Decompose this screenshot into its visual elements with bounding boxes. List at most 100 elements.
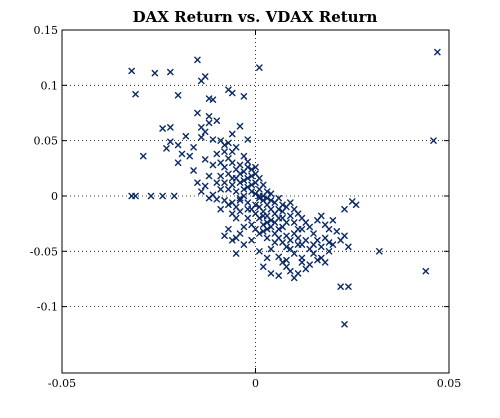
data-point xyxy=(167,68,174,76)
data-point xyxy=(139,152,147,160)
data-point xyxy=(147,192,155,200)
data-point xyxy=(228,236,236,244)
data-point xyxy=(198,134,205,141)
data-point xyxy=(290,250,298,257)
data-point xyxy=(236,194,244,202)
data-point xyxy=(232,214,240,222)
data-point xyxy=(279,214,286,222)
data-point xyxy=(263,254,271,262)
axes: -0.05 0 0.05 0.15 0.1 0.05 0 -0.05 -0.1 xyxy=(30,24,461,390)
data-point xyxy=(209,161,217,169)
data-point xyxy=(240,241,248,248)
data-point xyxy=(225,201,232,209)
data-point xyxy=(341,232,348,240)
data-point xyxy=(201,182,209,190)
data-point xyxy=(232,143,240,151)
data-point xyxy=(434,48,441,56)
data-point xyxy=(256,214,263,222)
data-point xyxy=(345,243,352,251)
data-point xyxy=(182,132,190,140)
data-point xyxy=(221,148,228,156)
data-point xyxy=(225,139,232,147)
data-point xyxy=(209,96,217,104)
data-point xyxy=(317,243,325,251)
data-point xyxy=(232,166,240,173)
y-tick-label: -0.05 xyxy=(30,245,58,258)
data-point xyxy=(240,152,248,160)
data-point xyxy=(213,195,221,203)
data-point xyxy=(128,67,135,75)
data-point xyxy=(267,217,275,224)
data-point xyxy=(341,321,348,328)
data-points xyxy=(128,48,441,328)
data-point xyxy=(314,256,321,264)
data-point xyxy=(240,186,248,193)
data-point xyxy=(275,194,283,202)
data-point xyxy=(248,236,255,244)
data-point xyxy=(205,172,213,180)
data-point xyxy=(325,225,333,233)
data-point xyxy=(228,89,236,97)
data-point xyxy=(290,219,298,226)
data-point xyxy=(256,186,263,193)
data-point xyxy=(221,141,228,149)
data-point xyxy=(217,172,224,180)
x-tick-label: 0 xyxy=(252,377,259,390)
data-point xyxy=(236,179,244,186)
data-point xyxy=(174,159,182,167)
data-point xyxy=(248,181,255,189)
data-point xyxy=(283,243,290,251)
data-point xyxy=(256,64,263,71)
data-point xyxy=(151,69,159,77)
data-point xyxy=(310,230,317,237)
data-point xyxy=(267,190,275,198)
data-point xyxy=(232,250,240,257)
data-point xyxy=(228,159,236,167)
y-tick-label: 0.1 xyxy=(41,79,59,92)
data-point xyxy=(228,181,236,189)
data-point xyxy=(198,188,205,195)
data-point xyxy=(252,179,259,186)
data-point xyxy=(341,205,348,213)
data-point xyxy=(283,256,290,264)
data-point xyxy=(298,225,306,233)
data-point xyxy=(244,205,252,213)
data-point xyxy=(217,159,224,167)
data-point xyxy=(159,192,166,200)
data-point xyxy=(205,119,213,127)
data-point xyxy=(271,219,279,226)
data-point xyxy=(159,125,166,132)
data-point xyxy=(194,56,201,64)
data-point xyxy=(302,265,310,273)
data-point xyxy=(213,179,221,186)
data-point xyxy=(205,113,213,120)
data-point xyxy=(256,247,263,255)
data-point xyxy=(163,145,170,152)
data-point xyxy=(252,163,259,171)
data-point xyxy=(217,186,224,193)
data-point xyxy=(325,239,333,246)
data-point xyxy=(376,247,383,255)
data-point xyxy=(167,124,174,131)
data-point xyxy=(283,263,290,271)
data-point xyxy=(213,117,221,125)
data-point xyxy=(201,73,209,80)
data-point xyxy=(275,253,283,261)
x-tick-label: -0.05 xyxy=(48,377,76,390)
data-point xyxy=(306,223,313,231)
data-point xyxy=(190,167,197,174)
y-tick-label: 0.05 xyxy=(34,135,59,148)
data-point xyxy=(232,188,240,195)
data-point xyxy=(287,212,294,220)
data-point xyxy=(205,194,213,202)
data-point xyxy=(240,93,248,100)
data-point xyxy=(232,234,240,242)
data-point xyxy=(275,272,283,279)
data-point xyxy=(186,152,194,160)
data-point xyxy=(267,245,275,253)
data-point xyxy=(256,192,263,200)
data-point xyxy=(221,232,228,240)
data-point xyxy=(178,150,186,158)
data-point xyxy=(267,270,275,277)
